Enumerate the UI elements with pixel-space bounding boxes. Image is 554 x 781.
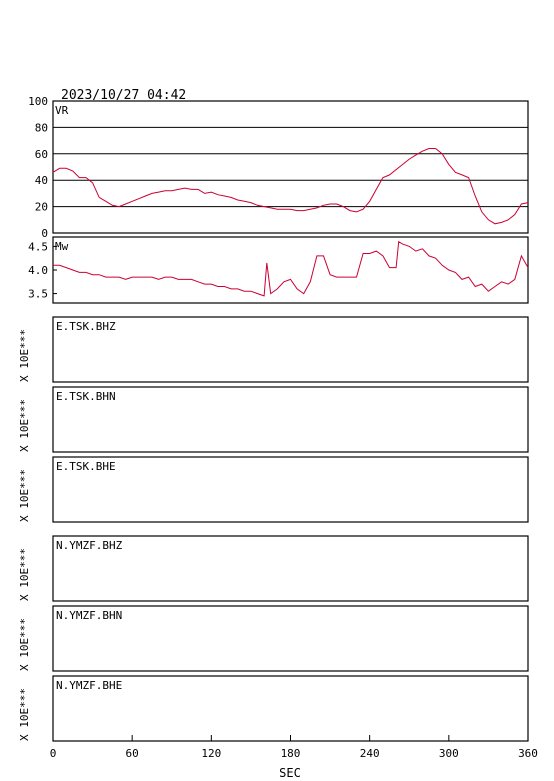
vr-ytick-label: 80 — [35, 121, 48, 134]
vr-gridlines — [53, 126, 528, 208]
station-frame — [52, 605, 529, 672]
vr-panel: 0 20 40 60 80 100 VR — [28, 95, 529, 240]
timestamp: 2023/10/27 04:42 — [61, 88, 186, 103]
station-label: N.YMZF.BHN — [56, 609, 122, 622]
x-axis-label: SEC — [279, 766, 301, 780]
station-panel-e-tsk-bhz: E.TSK.BHZ X 10E*** — [18, 316, 529, 383]
vr-panel-label: VR — [55, 104, 69, 117]
amplitude-scale-label: X 10E*** — [18, 618, 31, 671]
station-panel-n-ymzf-bhe: N.YMZF.BHE X 10E*** — [18, 675, 529, 742]
amplitude-scale-label: X 10E*** — [18, 399, 31, 452]
station-label: E.TSK.BHN — [56, 390, 116, 403]
station-label: E.TSK.BHE — [56, 460, 116, 473]
station-panel-e-tsk-bhe: E.TSK.BHE X 10E*** — [18, 456, 529, 523]
amplitude-scale-label: X 10E*** — [18, 548, 31, 601]
x-tick-label: 180 — [281, 747, 301, 760]
vr-ytick-label: 20 — [35, 201, 48, 214]
station-panel-e-tsk-bhn: E.TSK.BHN X 10E*** — [18, 386, 529, 453]
vr-ytick-labels: 0 20 40 60 80 100 — [28, 95, 48, 240]
station-label: E.TSK.BHZ — [56, 320, 116, 333]
mw-ytick-label: 3.5 — [28, 288, 48, 301]
station-label: N.YMZF.BHZ — [56, 539, 123, 552]
vr-ytick-label: 0 — [41, 227, 48, 240]
station-frame — [52, 316, 529, 383]
mw-frame — [52, 236, 529, 304]
x-tick-label: 300 — [439, 747, 459, 760]
x-tick-label: 60 — [126, 747, 139, 760]
vr-ytick-label: 100 — [28, 95, 48, 108]
mw-series-line — [53, 240, 529, 297]
vr-ytick-label: 60 — [35, 148, 48, 161]
mw-panel: 3.5 4.0 4.5 Mw — [28, 236, 529, 304]
x-tick-label: 240 — [360, 747, 380, 760]
station-panel-n-ymzf-bhn: N.YMZF.BHN X 10E*** — [18, 605, 529, 672]
mw-ytick-labels: 3.5 4.0 4.5 — [28, 240, 57, 301]
station-panel-n-ymzf-bhz: N.YMZF.BHZ X 10E*** — [18, 535, 529, 602]
x-axis: 0 60 120 180 240 300 360 — [50, 735, 538, 760]
x-tick-label: 0 — [50, 747, 57, 760]
station-frame — [52, 386, 529, 453]
station-frame — [52, 456, 529, 523]
vr-series-line — [52, 148, 529, 225]
x-tick-label: 360 — [518, 747, 538, 760]
amplitude-scale-label: X 10E*** — [18, 688, 31, 741]
x-tick-label: 120 — [201, 747, 221, 760]
amplitude-scale-label: X 10E*** — [18, 469, 31, 522]
station-frame — [52, 675, 529, 742]
vr-ytick-label: 40 — [35, 174, 48, 187]
mw-ytick-label: 4.5 — [28, 240, 48, 253]
station-label: N.YMZF.BHE — [56, 679, 122, 692]
station-frame — [52, 535, 529, 602]
mw-panel-label: Mw — [55, 240, 69, 253]
amplitude-scale-label: X 10E*** — [18, 329, 31, 382]
vr-frame — [52, 100, 529, 234]
mw-ytick-label: 4.0 — [28, 264, 48, 277]
